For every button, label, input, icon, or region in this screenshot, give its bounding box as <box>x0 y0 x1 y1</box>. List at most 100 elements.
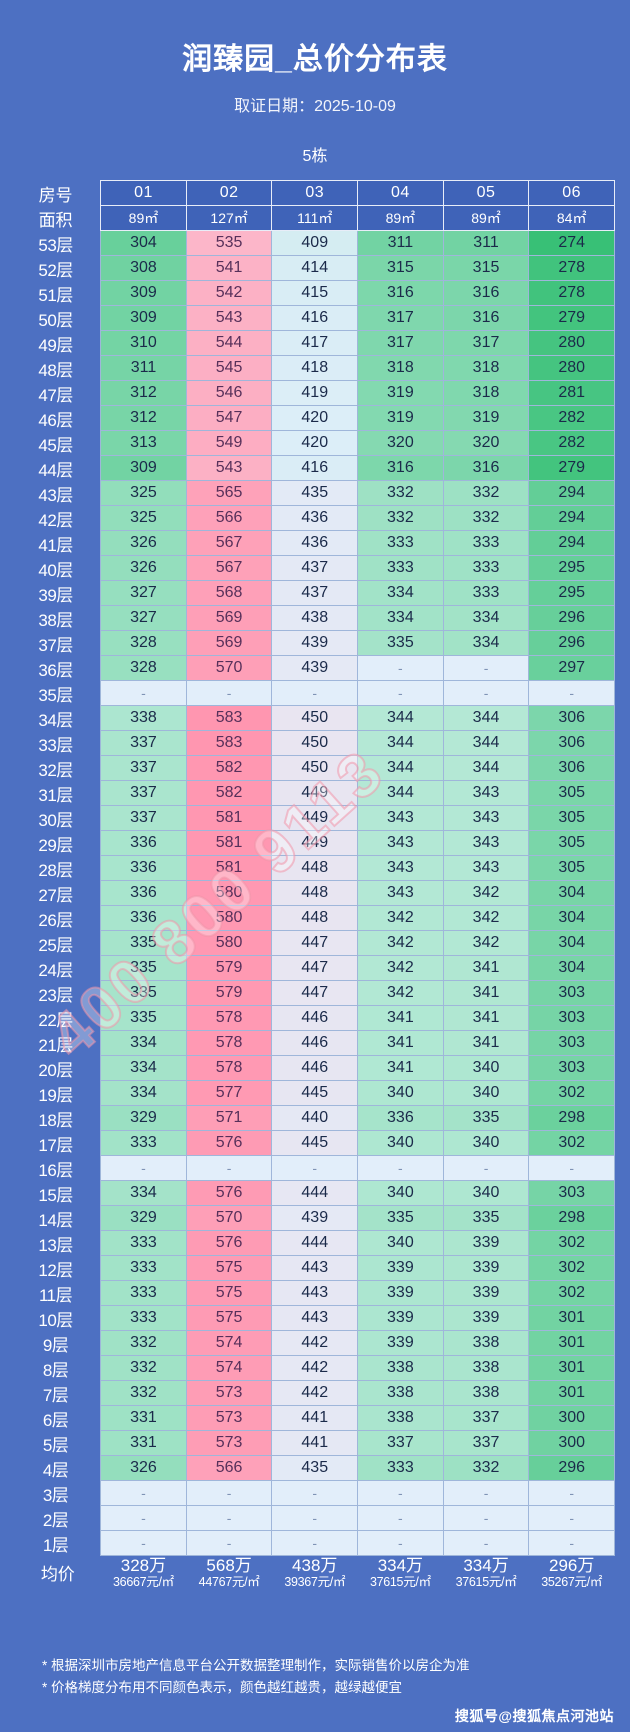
price-cell: 303 <box>528 1055 615 1081</box>
price-cell: 578 <box>185 1055 273 1081</box>
price-cell: 583 <box>185 705 273 731</box>
price-cell: 296 <box>528 630 615 656</box>
price-cell: 328 <box>100 655 187 681</box>
price-cell: 341 <box>357 1055 444 1081</box>
price-cell: 341 <box>442 980 530 1006</box>
price-cell: 319 <box>357 405 444 431</box>
price-cell: 333 <box>100 1130 187 1156</box>
col-area-01: 89㎡ <box>100 205 187 231</box>
price-cell: 344 <box>357 780 444 806</box>
price-cell: 544 <box>185 330 273 356</box>
price-cell: 298 <box>528 1105 615 1131</box>
price-cell: 437 <box>271 580 359 606</box>
price-cell: 435 <box>271 480 359 506</box>
floor-label: 8层 <box>15 1355 101 1381</box>
table-row: 22层 335 578 446 341 341 303 <box>15 1005 615 1031</box>
price-cell: 339 <box>357 1305 444 1331</box>
price-cell: 342 <box>357 955 444 981</box>
price-cell: 343 <box>357 855 444 881</box>
price-cell: 326 <box>100 555 187 581</box>
price-cell: 309 <box>100 455 187 481</box>
floor-label: 15层 <box>15 1180 101 1206</box>
table-row: 47层 312 546 419 319 318 281 <box>15 380 615 406</box>
price-cell: 337 <box>442 1405 530 1431</box>
table-row: 8层 332 574 442 338 338 301 <box>15 1355 615 1381</box>
price-cell: 344 <box>357 705 444 731</box>
table-row: 14层 329 570 439 335 335 298 <box>15 1205 615 1231</box>
price-cell: - <box>271 680 359 706</box>
price-cell: 338 <box>442 1355 530 1381</box>
price-cell: 302 <box>528 1230 615 1256</box>
price-cell: 298 <box>528 1205 615 1231</box>
price-cell: 282 <box>528 405 615 431</box>
price-cell: 437 <box>271 555 359 581</box>
price-cell: 416 <box>271 305 359 331</box>
price-cell: 333 <box>442 530 530 556</box>
price-cell: - <box>185 1505 273 1531</box>
price-cell: 574 <box>185 1355 273 1381</box>
publisher-credit: 搜狐号@搜狐焦点河池站 <box>454 1708 614 1724</box>
average-cell-05: 334万 37615元/㎡ <box>443 1555 529 1590</box>
price-cell: 301 <box>528 1380 615 1406</box>
price-cell: 580 <box>185 880 273 906</box>
price-cell: 336 <box>100 855 187 881</box>
average-cell-03: 438万 39367元/㎡ <box>271 1555 358 1590</box>
price-cell: 340 <box>442 1130 530 1156</box>
price-cell: 420 <box>271 430 359 456</box>
floor-label: 34层 <box>15 705 101 731</box>
floor-label: 9层 <box>15 1330 101 1356</box>
price-cell: 444 <box>271 1180 359 1206</box>
price-cell: 439 <box>271 630 359 656</box>
price-cell: 301 <box>528 1355 615 1381</box>
price-cell: 336 <box>357 1105 444 1131</box>
price-cell: 294 <box>528 480 615 506</box>
price-cell: 443 <box>271 1280 359 1306</box>
price-cell: 339 <box>442 1230 530 1256</box>
price-cell: 339 <box>357 1330 444 1356</box>
floor-label: 3层 <box>15 1480 101 1506</box>
table-foot: 均价 328万 36667元/㎡ 568万 44767元/㎡ 438万 39367元/… <box>15 1555 615 1590</box>
floor-label: 33层 <box>15 730 101 756</box>
price-cell: 305 <box>528 780 615 806</box>
floor-label: 18层 <box>15 1105 101 1131</box>
table-row: 3层 - - - - - - <box>15 1480 615 1506</box>
price-cell: 344 <box>442 755 530 781</box>
price-cell: 339 <box>442 1305 530 1331</box>
price-cell: - <box>185 1155 273 1181</box>
header-label-area: 面积 <box>15 205 101 231</box>
header-row-unit: 房号 01 02 03 04 05 06 <box>15 180 615 206</box>
price-cell: 446 <box>271 1005 359 1031</box>
price-cell: 340 <box>442 1055 530 1081</box>
page-title: 润臻园_总价分布表 <box>182 43 448 76</box>
price-cell: 449 <box>271 805 359 831</box>
price-cell: 446 <box>271 1055 359 1081</box>
price-cell: 327 <box>100 580 187 606</box>
price-cell: 569 <box>185 605 273 631</box>
footnote-2: * 价格梯度分布用不同颜色表示，颜色越红越贵，越绿越便宜 <box>42 1680 403 1696</box>
table-row: 44层 309 543 416 316 316 279 <box>15 455 615 481</box>
price-cell: 546 <box>185 380 273 406</box>
price-cell: 436 <box>271 530 359 556</box>
price-cell: 280 <box>528 355 615 381</box>
price-cell: 337 <box>100 755 187 781</box>
table-row: 52层 308 541 414 315 315 278 <box>15 255 615 281</box>
price-cell: 415 <box>271 280 359 306</box>
price-cell: 318 <box>442 355 530 381</box>
table-row: 4层 326 566 435 333 332 296 <box>15 1455 615 1481</box>
floor-label: 26层 <box>15 905 101 931</box>
building-label: 5栋 <box>302 148 328 165</box>
average-label: 均价 <box>15 1555 101 1590</box>
price-cell: 441 <box>271 1430 359 1456</box>
price-cell: 448 <box>271 905 359 931</box>
price-cell: 317 <box>442 330 530 356</box>
table-row: 12层 333 575 443 339 339 302 <box>15 1255 615 1281</box>
price-cell: 443 <box>271 1305 359 1331</box>
price-cell: - <box>185 1530 273 1556</box>
price-cell: - <box>100 1530 187 1556</box>
price-cell: - <box>357 655 444 681</box>
price-cell: 338 <box>357 1405 444 1431</box>
price-cell: 328 <box>100 630 187 656</box>
price-cell: 581 <box>185 830 273 856</box>
price-cell: 341 <box>357 1005 444 1031</box>
price-cell: 305 <box>528 805 615 831</box>
